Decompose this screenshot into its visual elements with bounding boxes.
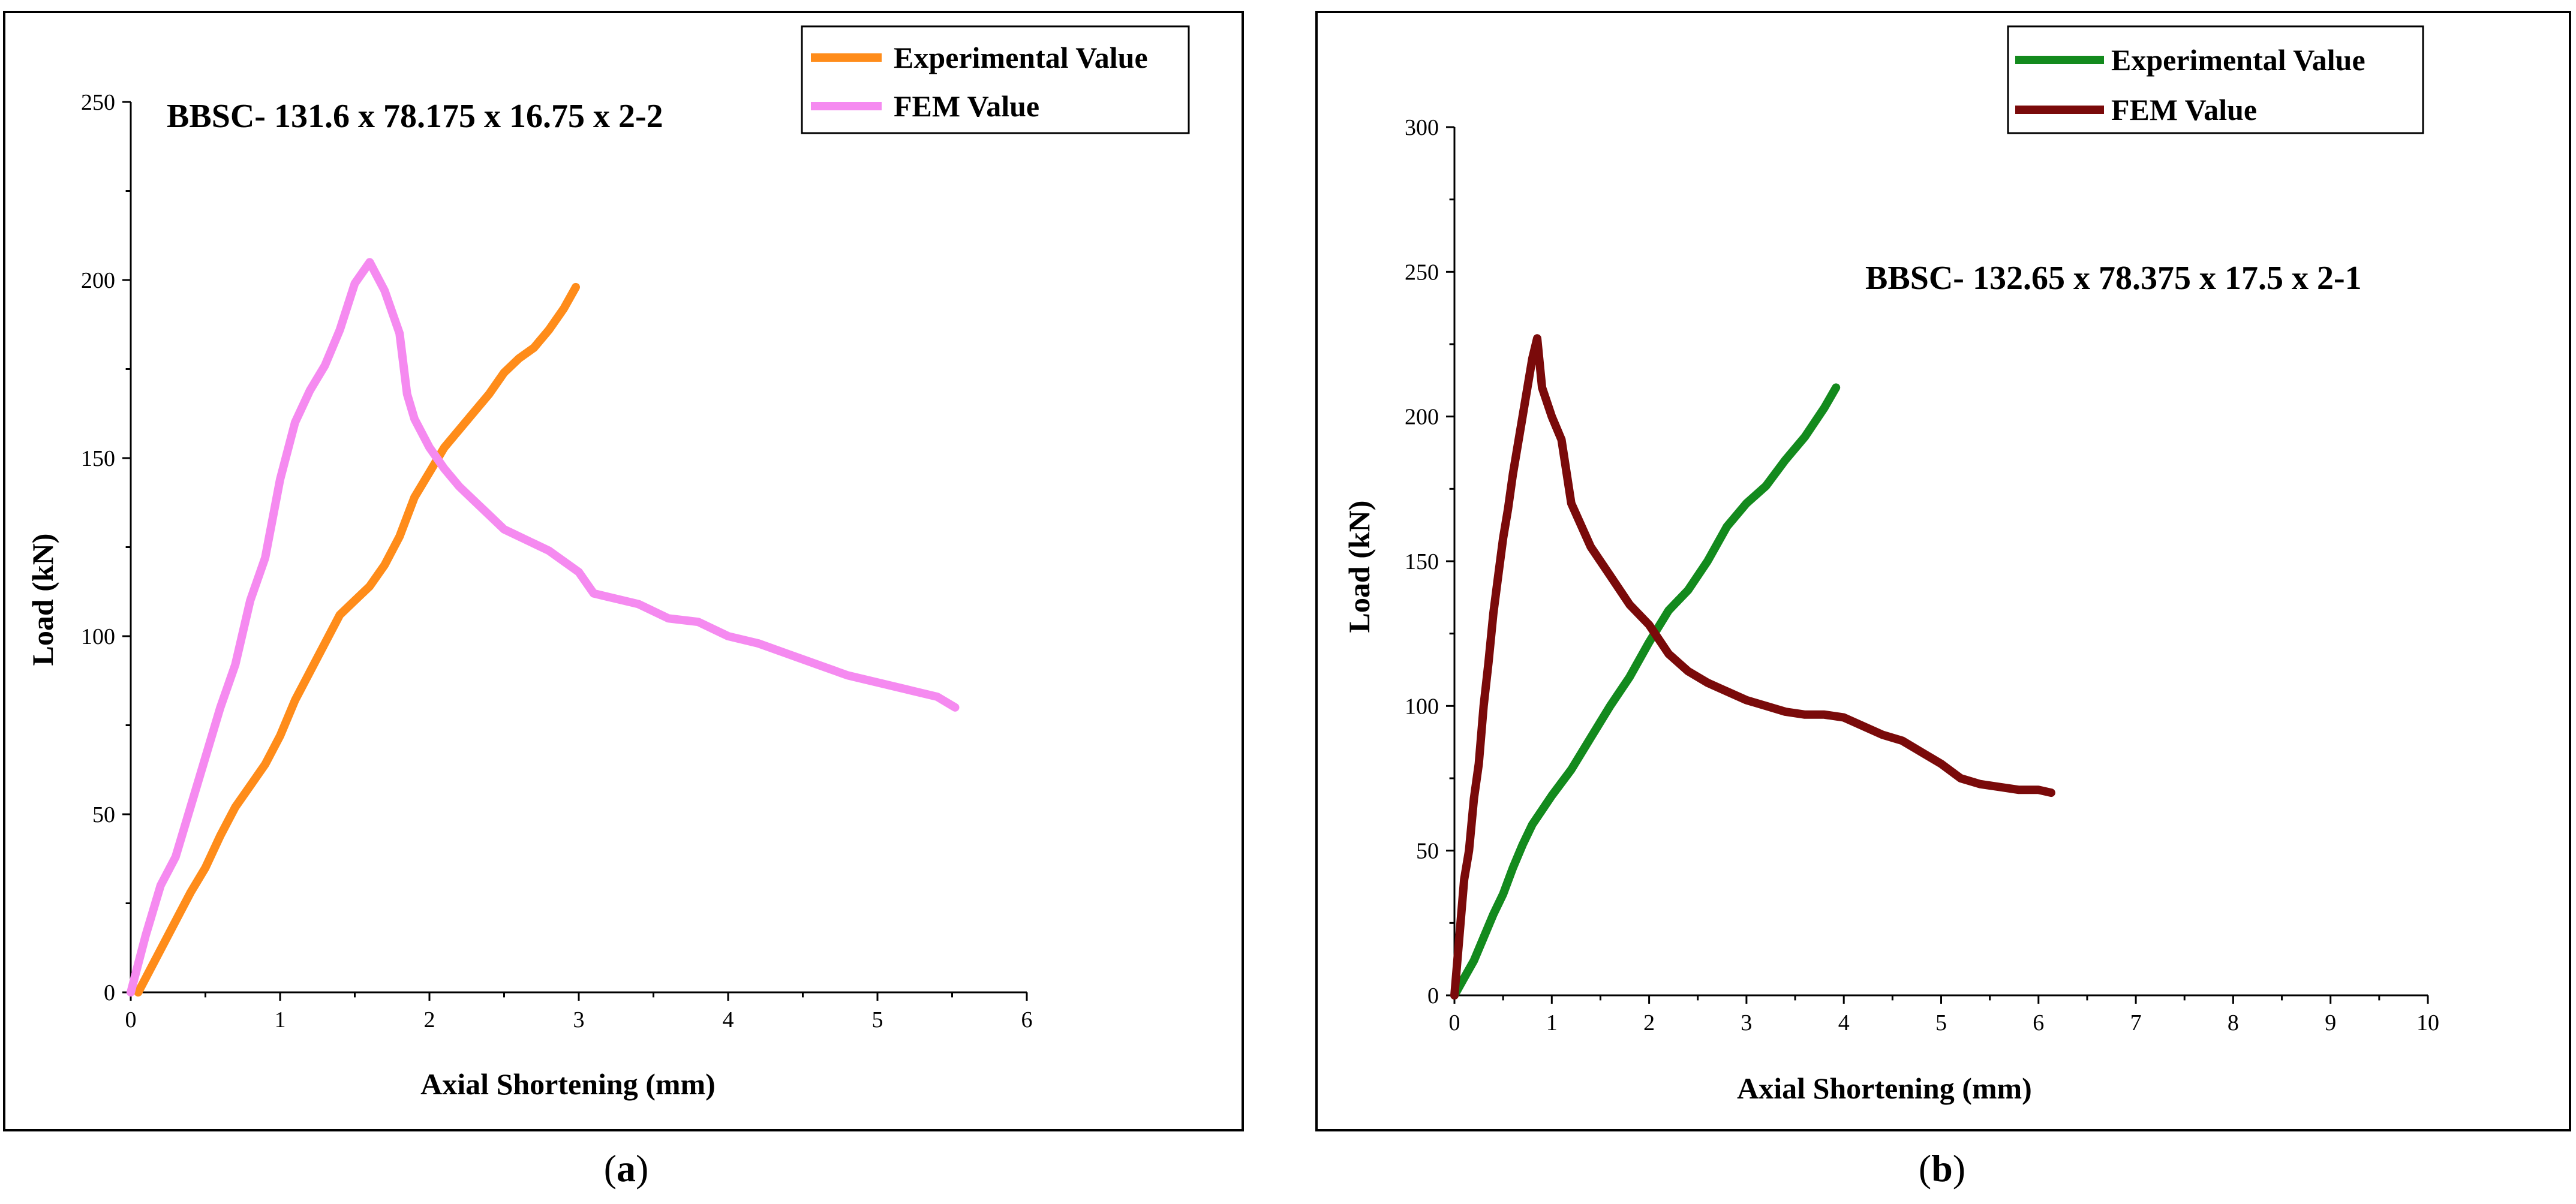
series-line-a-fem [127,258,960,997]
x-tick-label-a: 2 [424,1007,435,1033]
caption-a-open: ( [604,1147,617,1190]
x-tick-label-b: 3 [1741,1010,1752,1036]
caption-b-label: b [1931,1147,1953,1190]
caption-a-label: a [617,1147,636,1190]
x-axis-label-a: Axial Shortening (mm) [420,1067,716,1101]
y-tick-label-b: 150 [1405,549,1439,574]
y-tick-label-a: 200 [81,268,115,293]
y-tick-label-b: 200 [1405,405,1439,430]
series-line-a-experimental [134,282,580,997]
x-tick-label-a: 6 [1021,1007,1033,1033]
panel-a-frame [3,11,1244,1131]
x-tick-label-a: 4 [723,1007,734,1033]
caption-b: (b) [1919,1147,1965,1190]
x-tick-label-b: 10 [2416,1010,2439,1036]
legend-b-box [2007,25,2424,134]
x-tick-label-a: 5 [872,1007,883,1033]
x-tick-label-b: 6 [2033,1010,2044,1036]
chart-title-a: BBSC- 131.6 x 78.175 x 16.75 x 2-2 [167,98,663,135]
y-tick-label-b: 300 [1405,115,1439,140]
y-tick-label-b: 0 [1427,983,1439,1009]
x-tick-label-b: 0 [1449,1010,1460,1036]
caption-b-open: ( [1919,1147,1931,1190]
y-tick-label-b: 250 [1405,260,1439,285]
y-axis-label-b: Load (kN) [1342,501,1376,633]
legend-a-label-experimental: Experimental Value [894,41,1148,74]
x-tick-label-a: 0 [125,1007,137,1033]
legend-b-label-experimental: Experimental Value [2111,43,2365,77]
legend-b-label-fem: FEM Value [2111,93,2257,127]
panel-b-frame [1315,11,2571,1131]
panel-a: 0 1 2 3 4 5 6 0 50 100 150 200 250 BBSC- 131.6 x 78.… [3,11,1244,1131]
x-tick-label-a: 3 [573,1007,585,1033]
legend-a: Experimental Value FEM Value [801,25,1190,134]
caption-b-close: ) [1953,1147,1965,1190]
x-tick-label-b: 9 [2325,1010,2336,1036]
legend-b: Experimental Value FEM Value [2007,25,2424,134]
caption-a-close: ) [636,1147,648,1190]
x-tick-label-a: 1 [275,1007,286,1033]
x-tick-label-b: 2 [1643,1010,1655,1036]
y-tick-label-b: 100 [1405,694,1439,719]
x-tick-label-b: 8 [2228,1010,2239,1036]
y-tick-label-a: 0 [104,980,115,1006]
x-tick-label-b: 7 [2130,1010,2142,1036]
y-tick-label-a: 150 [81,446,115,471]
y-tick-label-a: 250 [81,90,115,115]
legend-a-box [801,25,1190,134]
y-tick-label-a: 100 [81,624,115,649]
series-line-b-fem [1450,334,2055,1000]
x-axis-label-b: Axial Shortening (mm) [1737,1071,2032,1105]
caption-a: (a) [604,1147,649,1190]
x-tick-label-b: 5 [1935,1010,1947,1036]
series-line-b-experimental [1450,383,1841,1000]
x-tick-label-b: 1 [1546,1010,1558,1036]
x-tick-label-b: 4 [1838,1010,1850,1036]
legend-a-label-fem: FEM Value [894,89,1039,123]
y-axis-label-a: Load (kN) [26,534,59,666]
chart-title-b: BBSC- 132.65 x 78.375 x 17.5 x 2-1 [1865,260,2362,297]
y-tick-label-b: 50 [1416,839,1439,864]
y-tick-label-a: 50 [92,802,115,827]
plot-a: 0 1 2 3 4 5 6 0 50 100 150 200 250 [81,90,1033,1033]
